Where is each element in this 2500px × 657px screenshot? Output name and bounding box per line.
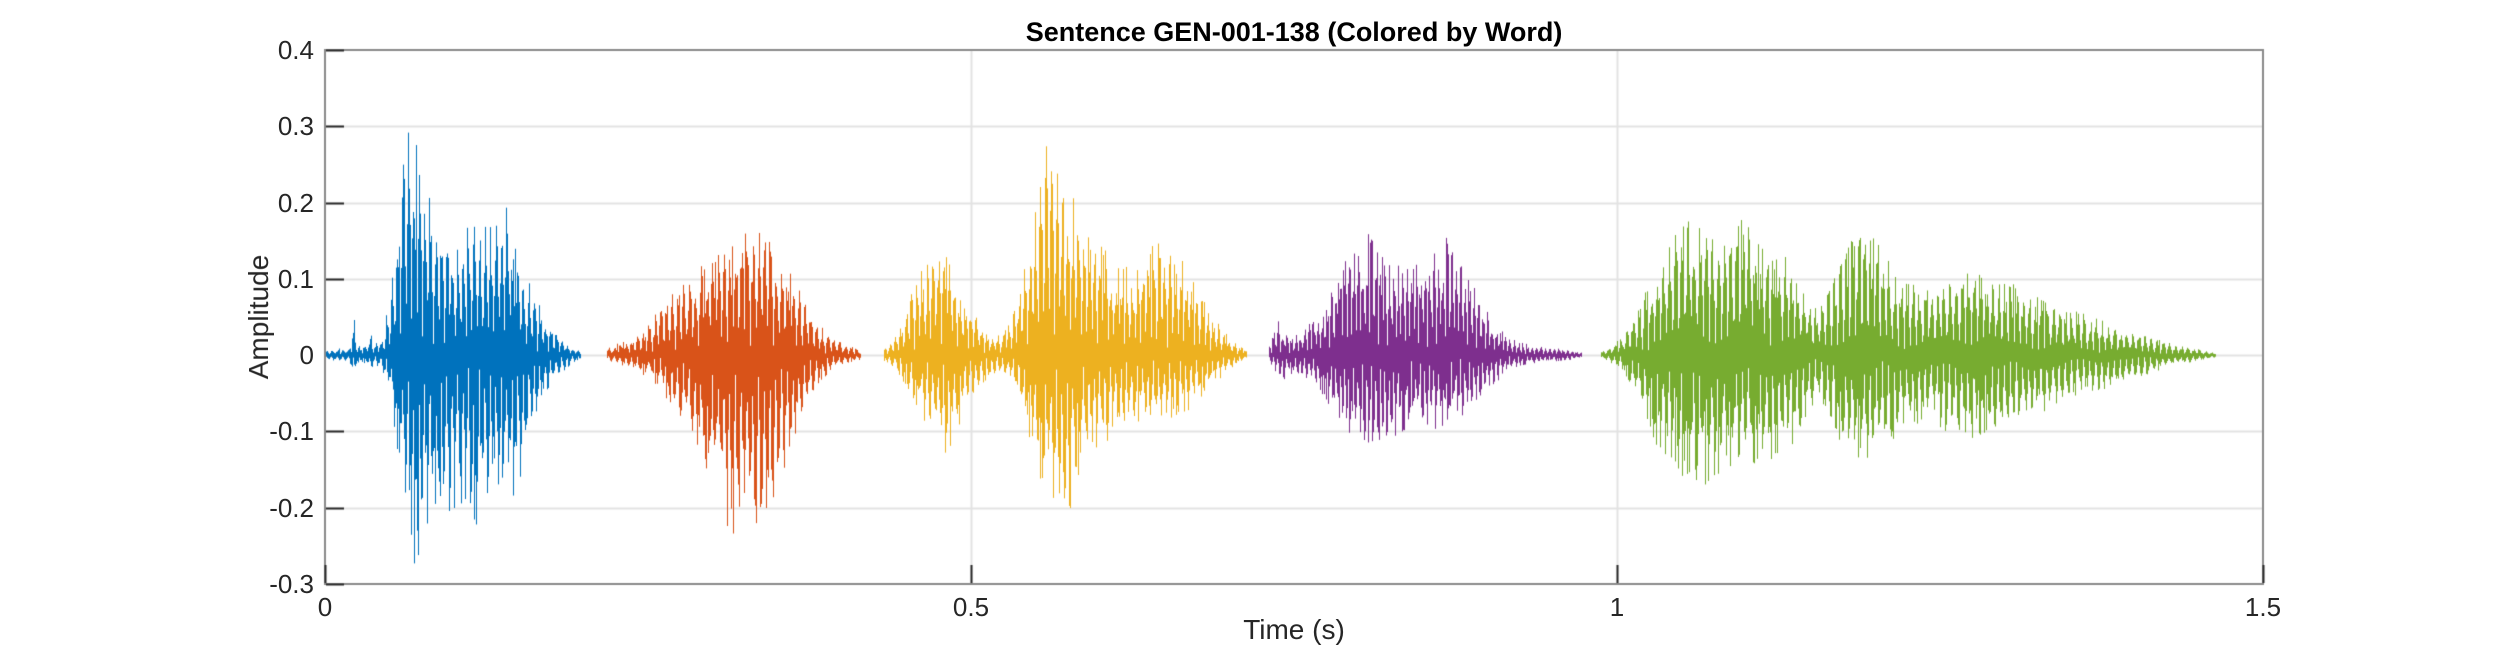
y-tick-label: -0.3: [269, 569, 314, 599]
y-tick-label: 0.3: [277, 111, 314, 141]
y-tick-label: 0: [299, 340, 314, 370]
plot-title: Sentence GEN-001-138 (Colored by Word): [1025, 17, 1563, 47]
x-tick-label: 0: [317, 592, 333, 622]
x-tick-label: 1.5: [2244, 592, 2282, 622]
x-tick-label: 0.5: [952, 592, 990, 622]
y-tick-label: -0.1: [269, 416, 314, 446]
x-axis-label: Time (s): [1243, 614, 1345, 645]
x-tick-label: 1: [1609, 592, 1625, 622]
y-tick-label: -0.2: [269, 493, 314, 523]
y-tick-label: 0.1: [277, 264, 314, 294]
y-tick-label: 0.4: [277, 35, 314, 65]
y-tick-label: 0.2: [277, 188, 314, 218]
